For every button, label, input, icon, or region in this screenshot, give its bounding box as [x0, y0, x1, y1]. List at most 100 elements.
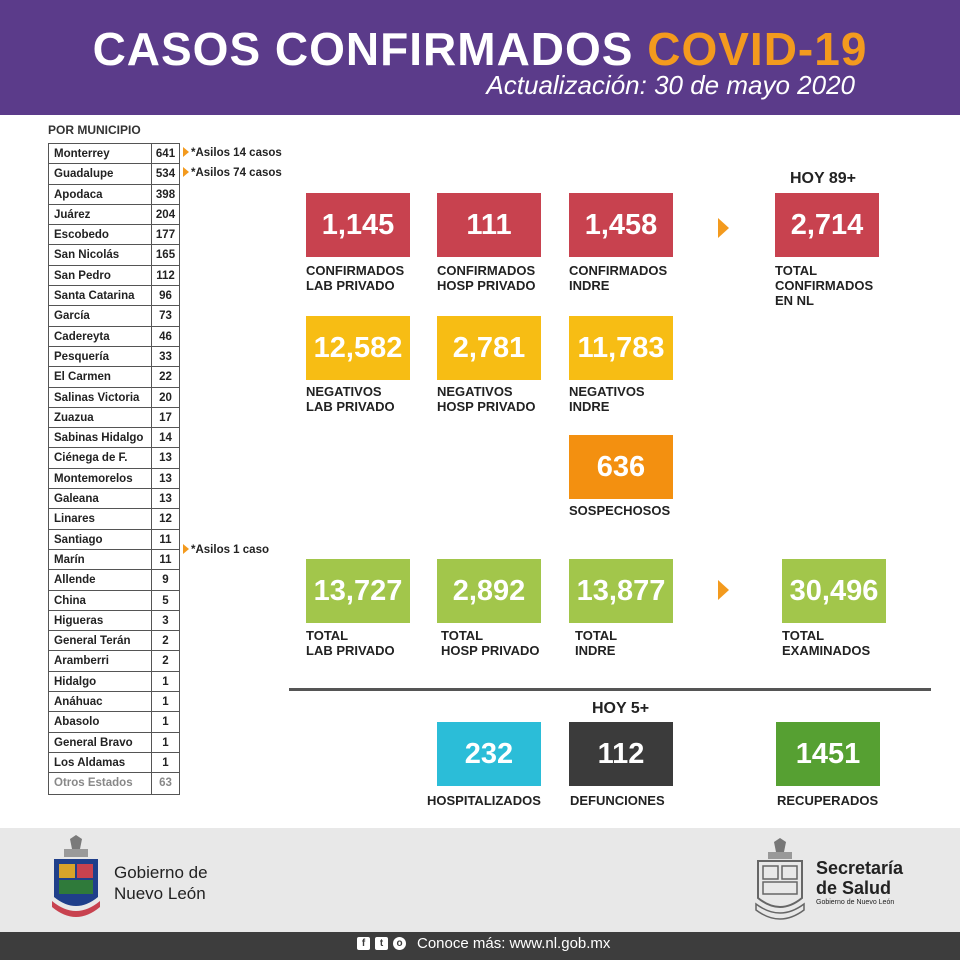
- municipio-name: Cadereyta: [49, 326, 152, 346]
- update-date: Actualización: 30 de mayo 2020: [486, 70, 855, 100]
- label-line: CONFIRMADOS: [306, 263, 405, 278]
- total-examinados-box: 30,496: [782, 559, 886, 623]
- municipio-value: 11: [159, 553, 172, 566]
- label-line: INDRE: [569, 399, 610, 414]
- municipio-row: Galeana 13: [49, 489, 179, 510]
- municipio-row: Anáhuac 1: [49, 692, 179, 713]
- municipio-row: Monterrey 641: [49, 144, 179, 165]
- gobierno-nl-crest-icon: [52, 835, 100, 917]
- label-line: HOSP PRIVADO: [437, 399, 536, 414]
- municipio-value: 22: [159, 371, 172, 384]
- label-line: LAB PRIVADO: [306, 643, 395, 658]
- confirmados-hosp-privado-box: 111: [437, 193, 541, 257]
- municipio-value: 3: [162, 614, 169, 627]
- municipio-value: 63: [159, 777, 172, 790]
- municipio-value: 13: [159, 452, 172, 465]
- label-line: NEGATIVOS: [306, 384, 382, 399]
- note-text: *Asilos 74 casos: [191, 167, 282, 179]
- municipio-row: Aramberri 2: [49, 651, 179, 672]
- municipio-name: El Carmen: [49, 367, 152, 387]
- municipio-name: Montemorelos: [49, 468, 152, 489]
- website-link[interactable]: Conoce más: www.nl.gob.mx: [417, 935, 611, 952]
- title-accent: COVID-19: [647, 23, 868, 75]
- hospitalizados-label: HOSPITALIZADOS: [427, 793, 541, 808]
- gov-line: Nuevo León: [114, 884, 206, 903]
- municipio-value: 2: [162, 635, 169, 648]
- municipio-row: El Carmen 22: [49, 367, 179, 388]
- label-line: TOTAL: [782, 628, 825, 643]
- instagram-icon[interactable]: o: [393, 937, 406, 950]
- municipio-name: Salinas Victoria: [49, 387, 152, 407]
- sospechosos-label: SOSPECHOSOS: [569, 503, 670, 518]
- social-icons: f t o: [357, 937, 406, 950]
- municipio-value: 1: [162, 716, 169, 729]
- municipio-value: 2: [162, 655, 169, 668]
- defunciones-box: 112: [569, 722, 673, 786]
- label-line: SOSPECHOSOS: [569, 503, 671, 518]
- twitter-icon[interactable]: t: [375, 937, 388, 950]
- label-line: LAB PRIVADO: [306, 278, 395, 293]
- hoy-defunciones: HOY 5+: [592, 700, 650, 717]
- footer: [0, 828, 960, 932]
- section-divider: [289, 688, 931, 691]
- municipio-row: Escobedo 177: [49, 225, 179, 246]
- municipio-row: Hidalgo 1: [49, 671, 179, 693]
- municipio-value: 641: [155, 148, 176, 160]
- municipio-value: 9: [162, 574, 169, 587]
- municipio-name: Allende: [49, 570, 152, 590]
- label-line: INDRE: [569, 278, 610, 293]
- municipio-row: Cadereyta 46: [49, 326, 179, 347]
- label-line: NEGATIVOS: [437, 384, 513, 399]
- municipio-value: 204: [155, 208, 176, 221]
- municipio-row: Allende 9: [49, 570, 179, 591]
- municipio-value: 1: [162, 675, 169, 688]
- municipio-row: Linares 12: [49, 509, 179, 530]
- confirmados-lab-privado-box: 1,145: [306, 193, 410, 257]
- total-hosp-privado-label: TOTAL HOSP PRIVADO: [441, 628, 539, 658]
- municipio-name: Escobedo: [49, 225, 152, 245]
- municipio-row: Santa Catarina 96: [49, 286, 179, 307]
- municipio-name: Marín: [49, 549, 152, 570]
- confirmados-lab-privado-label: CONFIRMADOS LAB PRIVADO: [306, 263, 404, 293]
- note-text: *Asilos 14 casos: [191, 147, 282, 159]
- arrow-right-icon: [183, 147, 189, 157]
- municipio-value: 20: [159, 391, 172, 404]
- municipio-row: Santiago 11: [49, 529, 179, 550]
- salud-small: Gobierno de Nuevo León: [816, 899, 895, 906]
- municipios-heading: POR MUNICIPIO: [48, 123, 141, 137]
- label-line: CONFIRMADOS: [437, 263, 536, 278]
- title-main: CASOS CONFIRMADOS: [92, 23, 634, 75]
- label-line: INDRE: [575, 643, 616, 658]
- header-banner: CASOS CONFIRMADOS COVID-19 Actualización…: [0, 0, 960, 115]
- confirmados-indre-label: CONFIRMADOS INDRE: [569, 263, 667, 293]
- municipio-name: General Bravo: [49, 732, 152, 752]
- facebook-icon[interactable]: f: [357, 937, 370, 950]
- total-lab-privado-label: TOTAL LAB PRIVADO: [306, 628, 395, 658]
- municipio-name: Guadalupe: [49, 164, 152, 184]
- municipio-name: Linares: [49, 509, 152, 529]
- negativos-lab-privado-box: 12,582: [306, 316, 410, 380]
- negativos-indre-label: NEGATIVOS INDRE: [569, 384, 645, 414]
- municipio-row: Abasolo 1: [49, 712, 179, 733]
- label-line: TOTAL: [441, 628, 484, 643]
- municipio-name: García: [49, 306, 152, 326]
- note-asilos-monterrey: *Asilos 14 casos: [183, 147, 282, 159]
- salud-line: Secretaría: [816, 858, 904, 878]
- municipio-row: Montemorelos 13: [49, 468, 179, 490]
- municipio-row: Los Aldamas 1: [49, 752, 179, 774]
- recuperados-label: RECUPERADOS: [777, 793, 878, 808]
- municipio-row: Pesquería 33: [49, 346, 179, 368]
- municipio-name: Santiago: [49, 529, 152, 549]
- municipio-row: Otros Estados 63: [49, 773, 179, 794]
- municipio-name: Sabinas Hidalgo: [49, 428, 152, 448]
- municipio-name: Juárez: [49, 204, 152, 225]
- municipio-value: 73: [159, 310, 172, 323]
- municipio-name: Abasolo: [49, 712, 152, 732]
- municipio-row: Ciénega de F. 13: [49, 448, 179, 469]
- arrow-right-icon: [718, 218, 729, 238]
- negativos-hosp-privado-box: 2,781: [437, 316, 541, 380]
- label-line: TOTAL: [306, 628, 349, 643]
- municipio-name: San Nicolás: [49, 245, 152, 265]
- municipio-row: Sabinas Hidalgo 14: [49, 428, 179, 449]
- municipio-value: 165: [155, 249, 176, 262]
